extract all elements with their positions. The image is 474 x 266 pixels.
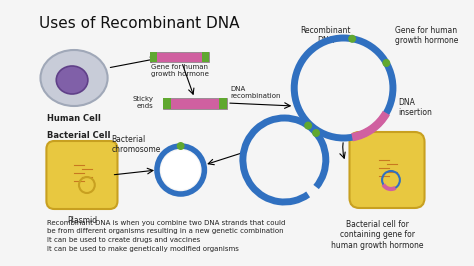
Text: Bacterial Cell: Bacterial Cell bbox=[47, 131, 111, 140]
Circle shape bbox=[312, 129, 320, 137]
Text: DNA
insertion: DNA insertion bbox=[398, 98, 432, 117]
Text: Bacterial
chromosome: Bacterial chromosome bbox=[111, 135, 161, 154]
Circle shape bbox=[161, 150, 201, 190]
Bar bbox=[219, 98, 227, 109]
Text: Uses of Recombinant DNA: Uses of Recombinant DNA bbox=[39, 16, 240, 31]
FancyBboxPatch shape bbox=[46, 141, 118, 209]
Circle shape bbox=[348, 35, 356, 43]
Circle shape bbox=[304, 122, 312, 130]
Text: be from different organisms resulting in a new genetic combination: be from different organisms resulting in… bbox=[47, 228, 284, 235]
Ellipse shape bbox=[56, 66, 88, 94]
Text: DNA
recombination: DNA recombination bbox=[230, 86, 281, 99]
Bar bbox=[150, 52, 210, 62]
Text: Bacterial cell for
containing gene for
human growth hormone: Bacterial cell for containing gene for h… bbox=[331, 220, 423, 250]
Text: Human Cell: Human Cell bbox=[47, 114, 101, 123]
Bar bbox=[163, 98, 227, 109]
Text: It can be used to make genetically modified organisms: It can be used to make genetically modif… bbox=[47, 246, 239, 251]
Ellipse shape bbox=[40, 50, 108, 106]
Text: Recombinant
DNA: Recombinant DNA bbox=[301, 26, 351, 45]
Bar bbox=[150, 52, 157, 62]
Circle shape bbox=[383, 59, 390, 67]
Text: Gene for human
growth hormone: Gene for human growth hormone bbox=[395, 26, 458, 45]
Bar bbox=[202, 52, 210, 62]
FancyBboxPatch shape bbox=[349, 132, 425, 208]
Text: It can be used to create drugs and vaccines: It can be used to create drugs and vacci… bbox=[47, 237, 201, 243]
Text: Recombinant DNA is when you combine two DNA strands that could: Recombinant DNA is when you combine two … bbox=[47, 220, 286, 226]
Text: Plasmid: Plasmid bbox=[67, 216, 97, 225]
Circle shape bbox=[177, 142, 185, 150]
Bar bbox=[163, 98, 171, 109]
Text: Sticky
ends: Sticky ends bbox=[132, 97, 153, 110]
Text: Gene for human
growth hormone: Gene for human growth hormone bbox=[151, 64, 209, 77]
